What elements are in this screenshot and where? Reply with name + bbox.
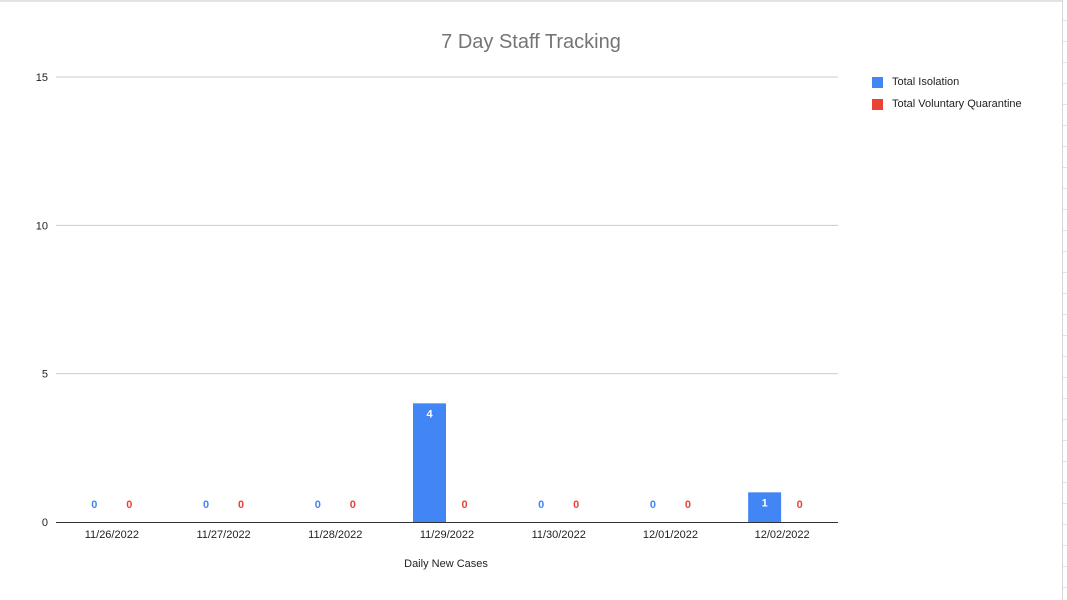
gridlines <box>56 76 838 375</box>
x-tick-label: 11/26/2022 <box>85 529 139 541</box>
data-label: 0 <box>538 499 544 511</box>
bars <box>413 403 782 522</box>
chart-title: 7 Day Staff Tracking <box>441 31 621 53</box>
y-tick-label: 15 <box>36 72 48 84</box>
x-tick-label: 12/02/2022 <box>755 529 810 541</box>
legend-item-voluntary-quarantine[interactable]: Total Voluntary Quarantine <box>872 93 1022 115</box>
data-label: 0 <box>573 499 579 511</box>
data-label: 0 <box>203 499 209 511</box>
data-label: 0 <box>91 499 97 511</box>
x-tick-label: 11/30/2022 <box>532 529 586 541</box>
legend-swatch-voluntary-quarantine <box>872 98 883 110</box>
x-tick-label: 11/29/2022 <box>420 529 474 541</box>
data-label: 0 <box>685 499 691 511</box>
y-tick-label: 5 <box>42 369 48 381</box>
y-tick-label: 0 <box>42 517 48 529</box>
x-tick-label: 11/27/2022 <box>196 529 250 541</box>
data-label: 1 <box>762 497 768 509</box>
data-label: 0 <box>797 499 803 511</box>
data-label: 0 <box>126 499 132 511</box>
y-tick-label: 10 <box>36 220 48 232</box>
bar[interactable] <box>748 492 782 522</box>
x-axis-title: Daily New Cases <box>404 558 488 570</box>
data-label: 0 <box>461 499 467 511</box>
data-label: 0 <box>350 499 356 511</box>
sheet-gridline-top <box>0 0 1067 2</box>
legend[interactable]: Total Isolation Total Voluntary Quaranti… <box>872 71 1022 115</box>
data-label: 0 <box>315 499 321 511</box>
data-labels: 0 0 0 0 0 0 4 0 0 0 0 0 1 0 <box>91 408 802 511</box>
sheet-gridlines-right <box>1062 0 1067 600</box>
x-axis-ticks: 11/26/2022 11/27/2022 11/28/2022 11/29/2022… <box>85 529 810 541</box>
legend-label-voluntary-quarantine: Total Voluntary Quarantine <box>892 98 1022 110</box>
y-axis-ticks: 0 5 10 15 <box>36 72 48 529</box>
data-label: 4 <box>426 408 433 420</box>
data-label: 0 <box>238 499 244 511</box>
legend-label-isolation: Total Isolation <box>892 76 960 88</box>
bar[interactable] <box>413 403 446 522</box>
data-label: 0 <box>650 499 656 511</box>
x-tick-label: 11/28/2022 <box>308 529 362 541</box>
legend-item-isolation[interactable]: Total Isolation <box>872 71 1022 93</box>
legend-swatch-isolation <box>872 76 883 88</box>
x-tick-label: 12/01/2022 <box>643 529 698 541</box>
